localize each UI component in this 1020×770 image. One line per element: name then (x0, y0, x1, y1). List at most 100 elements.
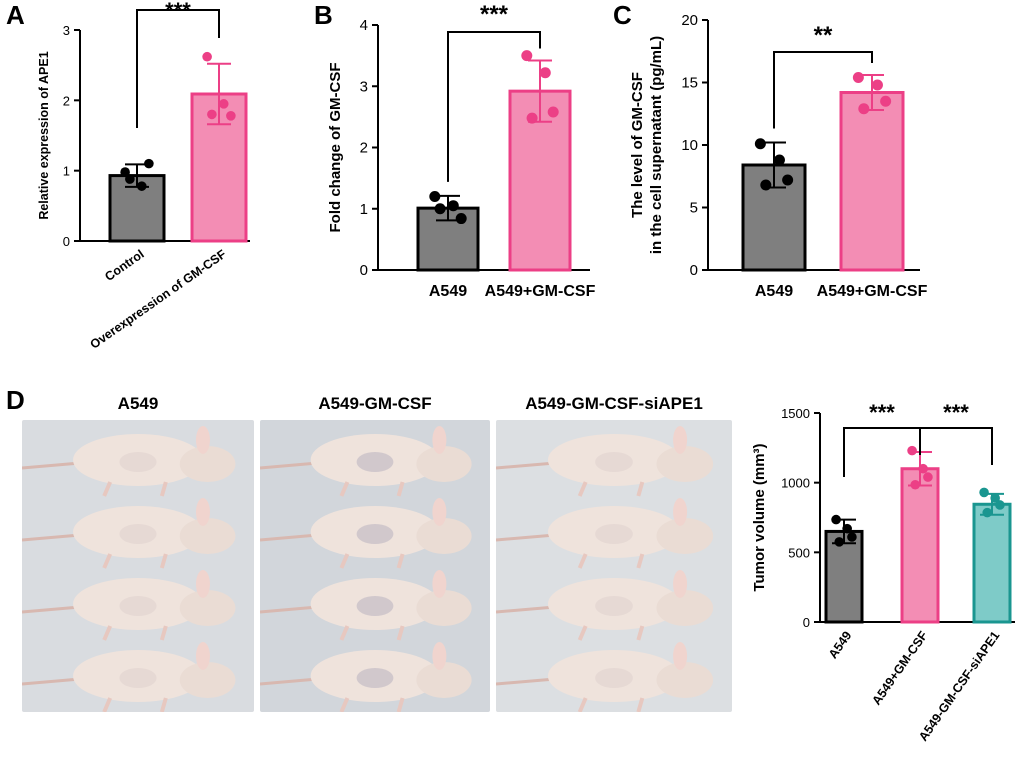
data-point (907, 445, 917, 456)
data-point (547, 106, 559, 118)
significance-label: *** (480, 1, 509, 28)
data-point (447, 200, 459, 212)
mouse-figure (22, 498, 236, 569)
mouse-figure (260, 570, 472, 641)
data-point (226, 111, 236, 121)
y-tick-label: 1500 (781, 406, 810, 421)
data-point (982, 507, 993, 518)
chart-a: 0 1 2 3 Relative expression of APE1 ControlOv… (37, 0, 250, 352)
y-tick-label: 15 (681, 75, 698, 92)
mouse-photo-a549-gm-csf-siape1 (496, 420, 732, 712)
data-point (842, 523, 852, 534)
chart-c-axes: 0 5 10 15 20 (681, 12, 920, 279)
significance-label: *** (869, 400, 895, 425)
significance-label: ** (814, 22, 833, 49)
y-tick-label: 4 (360, 17, 368, 34)
data-point (990, 493, 1000, 503)
data-point (910, 479, 921, 490)
mouse-figure (260, 426, 472, 497)
significance-bracket: *** (919, 400, 993, 465)
y-axis-label-line: in the cell supernatant (pg/mL) (648, 36, 665, 254)
bar (900, 467, 940, 624)
mouse-photo-a549-gm-csf (260, 420, 490, 712)
y-tick-label: 0 (803, 615, 810, 630)
y-tick-label: 0 (690, 262, 698, 279)
panel-letter-b: B (314, 0, 333, 30)
mouse-figure (496, 426, 714, 497)
bar (972, 502, 1012, 624)
mouse-figure (496, 498, 714, 569)
y-axis-label-line: The level of GM-CSF (629, 72, 646, 218)
x-tick-label: A549+GM-CSF (817, 283, 928, 300)
panel-letter-d: D (6, 385, 25, 415)
data-point (847, 532, 857, 542)
y-tick-label: 2 (360, 140, 368, 157)
data-point (120, 167, 130, 177)
bar (839, 91, 905, 272)
data-point (831, 514, 841, 525)
data-point (429, 191, 441, 202)
data-point (136, 181, 147, 191)
data-point (852, 72, 864, 83)
chart-b: 0 1 2 3 4 Fold change of GM-CSF A549 A549+GM-CS… (327, 1, 596, 300)
data-point (455, 213, 467, 225)
y-tick-label: 0 (360, 262, 368, 279)
data-point (760, 179, 772, 191)
photo-title-a549-gm-csf: A549-GM-CSF (318, 394, 432, 413)
y-axis-label: The level of GM-CSF in the cell supernata… (629, 36, 665, 254)
y-tick-label: 3 (63, 23, 70, 38)
y-tick-label: 1000 (781, 476, 810, 491)
bar (508, 89, 572, 272)
x-tick-label: A549 (826, 629, 855, 662)
data-point (202, 51, 212, 62)
x-tick-label: A549 (755, 283, 793, 300)
bar (824, 529, 864, 624)
mouse-figure (260, 498, 472, 569)
photo-title-a549: A549 (117, 394, 159, 413)
data-point (754, 138, 766, 150)
mouse-figure (260, 642, 472, 712)
data-point (207, 109, 217, 120)
y-tick-label: 20 (681, 12, 698, 29)
y-axis-label: Relative expression of APE1 (37, 51, 51, 219)
y-tick-label: 1 (63, 164, 70, 179)
data-point (434, 203, 446, 215)
panel-letter-c: C (613, 0, 632, 30)
mouse-figure (22, 570, 236, 641)
mouse-photo-a549 (22, 420, 254, 712)
y-tick-label: 1 (360, 201, 368, 218)
x-tick-label: A549 (429, 283, 467, 300)
y-axis-label: Fold change of GM-CSF (327, 63, 344, 233)
data-point (995, 500, 1005, 510)
significance-bracket: *** (447, 1, 541, 182)
significance-bracket: *** (136, 0, 220, 128)
photo-title-a549-gm-csf-siape1: A549-GM-CSF-siAPE1 (525, 394, 703, 413)
y-tick-label: 2 (63, 93, 70, 108)
mouse-figure (496, 570, 714, 641)
x-tick-label: A549-GM-CSF-siAPE1 (916, 629, 1002, 744)
y-tick-label: 5 (690, 200, 698, 217)
y-tick-label: 10 (681, 137, 698, 154)
significance-bracket: ** (773, 22, 873, 129)
y-tick-label: 500 (788, 545, 810, 560)
x-tick-label: A549+GM-CSF (485, 283, 596, 300)
data-point (923, 472, 933, 482)
mouse-figure (496, 642, 714, 712)
y-tick-label: 0 (63, 234, 70, 249)
data-point (880, 95, 892, 107)
x-tick-label: Overexpression of GM-CSF (88, 247, 229, 352)
significance-label: *** (943, 400, 969, 425)
data-point (834, 537, 845, 547)
data-point (979, 487, 989, 498)
data-point (773, 154, 785, 166)
data-point (871, 79, 883, 91)
chart-d: 0 500 1000 1500 Tumor volume (mm³) A549 A549+G… (751, 400, 1015, 744)
chart-c: 0 5 10 15 20 The level of GM-CSF in the cell s… (629, 12, 928, 300)
y-tick-label: 3 (360, 78, 368, 95)
x-tick-label: Control (102, 247, 146, 284)
significance-bracket: *** (843, 400, 921, 477)
mouse-figure (22, 426, 236, 497)
bar (108, 174, 166, 243)
data-point (918, 463, 928, 474)
y-axis-label: Tumor volume (mm³) (751, 443, 768, 591)
